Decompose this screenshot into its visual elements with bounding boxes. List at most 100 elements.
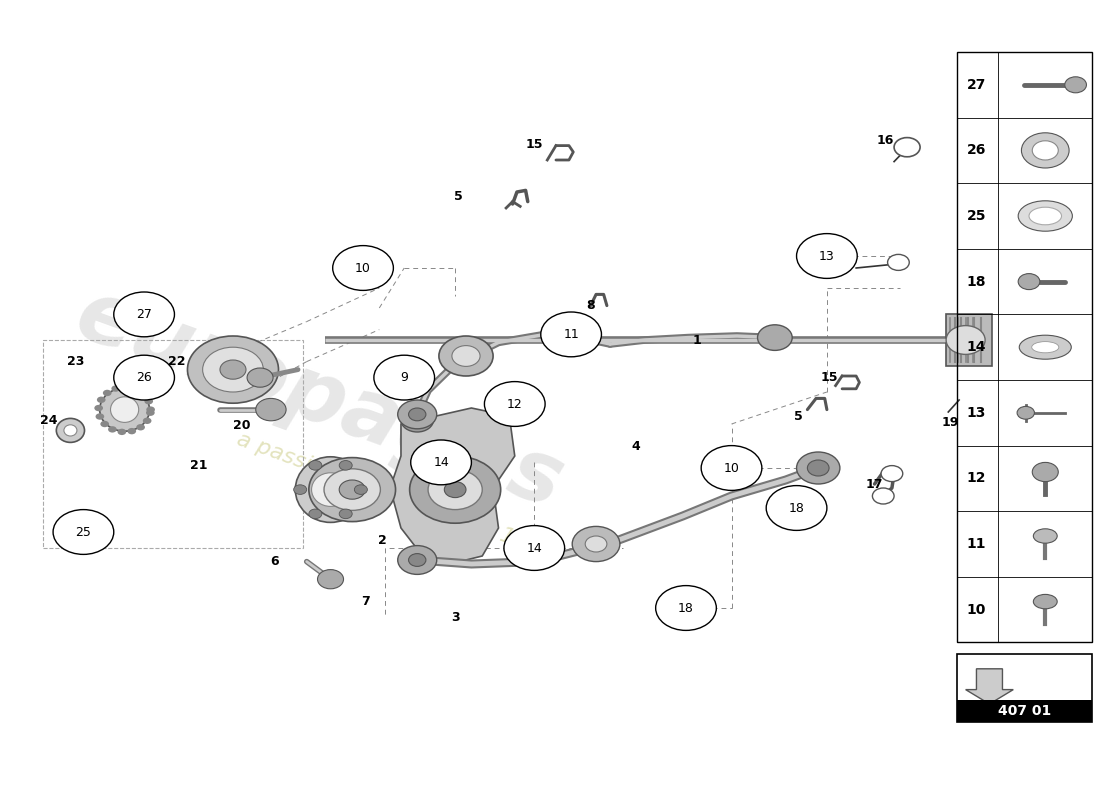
Text: 6: 6 [270, 555, 278, 568]
Text: 15: 15 [526, 138, 543, 150]
Text: 27: 27 [136, 308, 152, 321]
Bar [957, 700, 1092, 722]
Ellipse shape [311, 473, 350, 506]
Circle shape [97, 397, 106, 403]
Text: 407 01: 407 01 [998, 704, 1052, 718]
Circle shape [187, 336, 278, 403]
Ellipse shape [1033, 529, 1057, 543]
Circle shape [121, 384, 130, 390]
Polygon shape [966, 669, 1013, 704]
Circle shape [103, 390, 111, 396]
Ellipse shape [1032, 342, 1059, 353]
Circle shape [100, 421, 109, 427]
Circle shape [428, 470, 482, 510]
Circle shape [656, 586, 716, 630]
Circle shape [452, 346, 480, 366]
Text: 11: 11 [967, 537, 987, 551]
Text: 7: 7 [361, 595, 370, 608]
Circle shape [255, 398, 286, 421]
Circle shape [146, 406, 155, 413]
Text: 11: 11 [563, 328, 579, 341]
Circle shape [796, 234, 857, 278]
Text: 13: 13 [820, 250, 835, 262]
Circle shape [1032, 141, 1058, 160]
Text: 16: 16 [877, 134, 894, 146]
Text: 18: 18 [789, 502, 804, 514]
Circle shape [309, 458, 396, 522]
Circle shape [398, 546, 437, 574]
Circle shape [1019, 274, 1040, 290]
Circle shape [881, 466, 903, 482]
Text: a passion for parts since 1985: a passion for parts since 1985 [234, 429, 557, 563]
Text: 14: 14 [967, 340, 987, 354]
Circle shape [1032, 462, 1058, 482]
Circle shape [139, 391, 147, 398]
Circle shape [701, 446, 762, 490]
Text: 14: 14 [527, 542, 542, 554]
Text: 19: 19 [942, 416, 959, 429]
Text: 24: 24 [40, 414, 57, 426]
Circle shape [108, 426, 117, 433]
Circle shape [504, 526, 564, 570]
Circle shape [888, 254, 910, 270]
Circle shape [220, 360, 246, 379]
Circle shape [113, 355, 175, 400]
Ellipse shape [1033, 594, 1057, 609]
Text: 18: 18 [967, 274, 987, 289]
Circle shape [294, 485, 307, 494]
Circle shape [118, 429, 127, 435]
Circle shape [572, 526, 620, 562]
Text: 17: 17 [866, 478, 883, 490]
Circle shape [248, 368, 273, 387]
Text: 5: 5 [454, 190, 463, 202]
Text: 12: 12 [507, 398, 522, 410]
Circle shape [408, 554, 426, 566]
Ellipse shape [1019, 201, 1072, 231]
Text: 25: 25 [967, 209, 987, 223]
Circle shape [894, 138, 920, 157]
Circle shape [1065, 77, 1087, 93]
Circle shape [202, 347, 263, 392]
Circle shape [309, 461, 322, 470]
Bar [946, 314, 991, 366]
Ellipse shape [295, 457, 365, 522]
Text: 3: 3 [451, 611, 460, 624]
Circle shape [408, 408, 426, 421]
Circle shape [484, 382, 546, 426]
Circle shape [144, 398, 153, 405]
Circle shape [111, 386, 120, 392]
Ellipse shape [1020, 335, 1071, 359]
Circle shape [796, 452, 840, 484]
Text: 25: 25 [76, 526, 91, 538]
Circle shape [398, 400, 437, 429]
Text: 10: 10 [724, 462, 739, 474]
Text: 2: 2 [378, 534, 387, 546]
Text: europages: europages [65, 274, 574, 526]
Circle shape [113, 292, 175, 337]
Circle shape [1018, 406, 1034, 419]
Ellipse shape [64, 425, 77, 436]
Circle shape [146, 410, 155, 416]
Circle shape [541, 312, 602, 357]
Circle shape [324, 469, 381, 510]
Circle shape [339, 461, 352, 470]
Ellipse shape [1028, 207, 1062, 225]
Circle shape [439, 336, 493, 376]
Circle shape [131, 386, 140, 392]
Circle shape [872, 488, 894, 504]
Circle shape [96, 414, 104, 420]
Circle shape [128, 428, 136, 434]
Circle shape [332, 246, 394, 290]
Text: 20: 20 [233, 419, 251, 432]
Circle shape [402, 408, 433, 432]
Text: 26: 26 [136, 371, 152, 384]
Text: 23: 23 [67, 355, 85, 368]
Circle shape [339, 480, 365, 499]
Circle shape [1022, 133, 1069, 168]
Circle shape [410, 440, 472, 485]
Circle shape [767, 486, 827, 530]
Polygon shape [390, 408, 515, 564]
Circle shape [339, 509, 352, 518]
Ellipse shape [110, 397, 139, 422]
Text: 1: 1 [693, 334, 701, 346]
